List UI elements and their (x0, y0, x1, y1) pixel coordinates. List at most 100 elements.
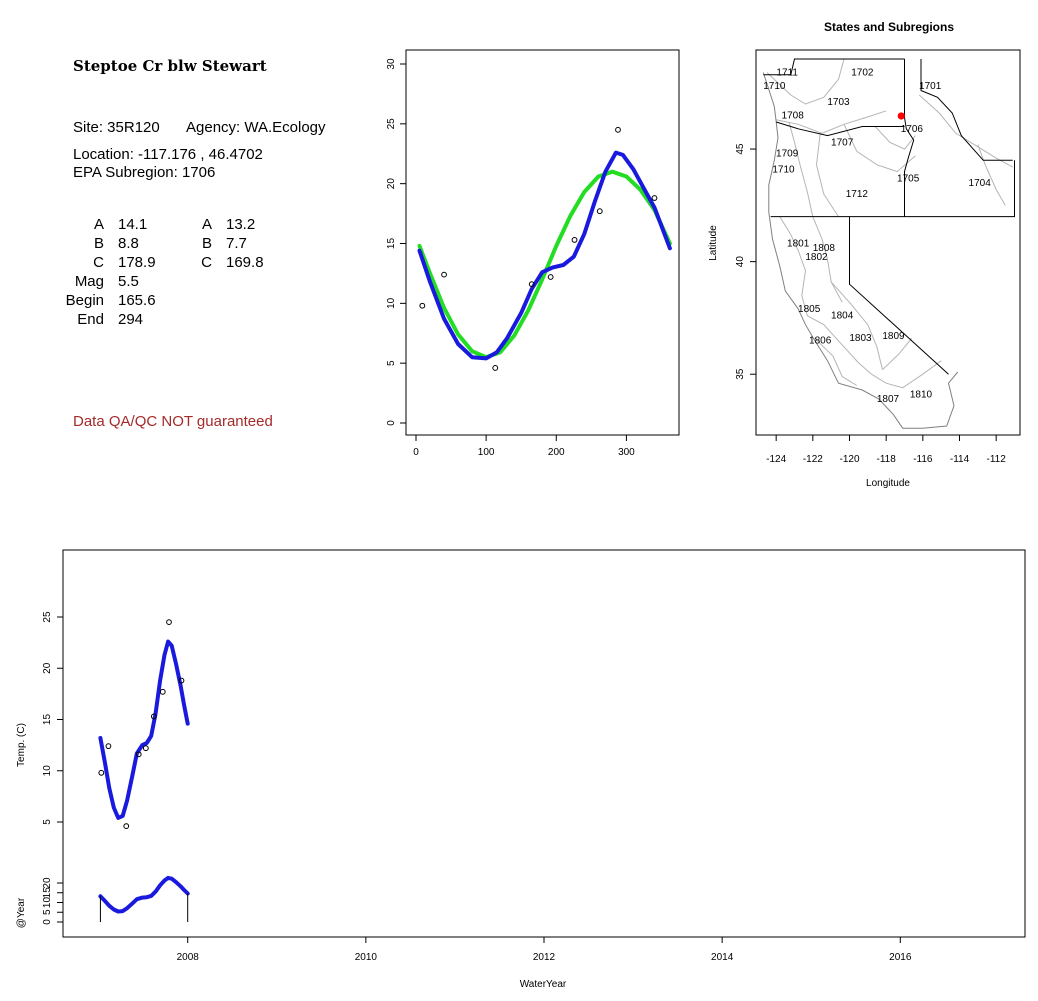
param-left-label: B (93, 235, 104, 252)
param-right-value: 13.2 (226, 216, 256, 233)
subregion-label: 1807 (877, 394, 900, 405)
param-right-label: A (201, 216, 212, 233)
subregion-boundary (766, 58, 845, 105)
ts-y-tick-label: 15 (42, 714, 53, 726)
ts-observation-point (123, 823, 130, 829)
subregion-label: 1703 (827, 97, 850, 108)
coastline (762, 72, 959, 429)
subregion-boundary (843, 124, 916, 173)
subregion-label: 1710 (763, 81, 786, 92)
observation-point (615, 126, 621, 133)
subregion-label: 1806 (809, 335, 832, 346)
param-left-label: End (77, 311, 104, 328)
map-y-tick-label: 35 (735, 368, 746, 380)
subregion-boundary (977, 144, 1006, 206)
subregion-label: 1804 (831, 311, 854, 322)
y-tick-label: 10 (386, 297, 397, 309)
ts-y-tick-label: 10 (42, 765, 53, 777)
param-left-label: Begin (65, 292, 104, 309)
subregion-label: 1802 (805, 252, 828, 263)
subregion-label: 1711 (776, 68, 798, 79)
map-frame (755, 49, 1021, 436)
map-x-tick-label: -112 (987, 454, 1007, 465)
subregion-label: 1809 (882, 331, 905, 342)
ts-observation-point (98, 769, 105, 776)
map-x-axis-label: Longitude (866, 478, 910, 489)
param-left-value: 178.9 (118, 254, 156, 271)
subregion-label: 1702 (851, 68, 874, 79)
site-id: Site: 35R120 (73, 119, 160, 136)
ts-lower-y-tick-label: 0 (42, 919, 53, 925)
subregion-boundary (814, 337, 858, 386)
subregion-label: 1808 (813, 243, 836, 254)
map-x-tick-label: -120 (839, 454, 859, 465)
param-left-value: 8.8 (118, 235, 139, 252)
x-tick-label: 100 (478, 447, 495, 458)
subregion-boundary (874, 126, 916, 150)
param-left-value: 165.6 (118, 292, 156, 309)
x-tick-label: 300 (618, 447, 635, 458)
param-right-value: 7.7 (226, 235, 247, 252)
subregion-label: 1705 (897, 173, 920, 184)
param-left-label: Mag (74, 273, 104, 290)
subregion-label: 1712 (846, 189, 869, 200)
map-x-tick-label: -118 (877, 454, 897, 465)
state-boundary (770, 160, 1015, 218)
ts-observation-point (166, 619, 172, 626)
map-x-tick-label: -116 (913, 454, 933, 465)
subregion-boundary (882, 337, 913, 371)
y-tick-label: 20 (386, 178, 397, 190)
subregion-boundary (830, 281, 883, 370)
y-tick-label: 0 (386, 420, 397, 426)
epa-subregion: EPA Subregion: 1706 (73, 164, 216, 181)
subregion-boundary (918, 94, 1013, 168)
y-tick-label: 30 (386, 58, 397, 70)
subregion-map: -124 -122 -120 -118 -116 -114 -112 35 40 45 1711 17… (735, 58, 1015, 465)
ts-lower-y-tick-label: 20 (42, 877, 53, 889)
blue-fit-line (417, 150, 672, 361)
param-left-value: 5.5 (118, 273, 139, 290)
state-boundary (763, 58, 905, 76)
doy-fit-chart: 0 100 200 300 0 5 10 15 20 25 30 (386, 58, 672, 458)
agency: Agency: WA.Ecology (186, 119, 326, 136)
subregion-boundary (776, 110, 887, 134)
subregion-label: 1805 (798, 304, 821, 315)
param-right-label: C (201, 254, 212, 271)
ts-lower-y-tick-label: 5 (42, 909, 53, 915)
state-boundary (920, 59, 1013, 161)
observation-point (547, 274, 554, 280)
map-y-tick-label: 40 (735, 256, 746, 268)
observation-point (441, 271, 447, 278)
state-boundary (904, 59, 915, 217)
state-boundary (849, 216, 949, 375)
site-title: Steptoe Cr blw Stewart (73, 57, 267, 75)
observation-point (596, 208, 603, 215)
param-left-label: C (93, 254, 104, 271)
param-left-value: 14.1 (118, 216, 148, 233)
ts-observation-point (142, 745, 149, 752)
observation-point (492, 365, 499, 371)
map-y-tick-label: 45 (735, 143, 746, 155)
observation-point (571, 237, 578, 243)
x-tick-label: 200 (548, 447, 565, 458)
ts-x-tick-label: 2012 (533, 952, 556, 963)
y-tick-label: 15 (386, 238, 397, 250)
subregion-boundary (871, 360, 942, 389)
temperature-fit-line (98, 639, 190, 820)
subregion-label: 1803 (849, 333, 872, 344)
ts-observation-point (159, 688, 166, 695)
ts-observation-point (150, 713, 157, 720)
param-right-label: B (201, 235, 212, 252)
subregion-label: 1709 (776, 149, 799, 160)
map-y-axis-label: Latitude (708, 225, 719, 261)
subregion-boundary (788, 121, 814, 217)
param-left-value: 294 (118, 311, 144, 328)
subregion-label: 1701 (919, 81, 942, 92)
ts-observation-point (178, 677, 185, 684)
map-x-tick-label: -124 (766, 454, 786, 465)
ts-observation-point (135, 751, 142, 758)
site-location-marker (897, 112, 905, 120)
subregion-boundary (815, 133, 839, 217)
location: Location: -117.176 , 46.4702 (73, 146, 263, 163)
ts-y-axis-label: Temp. (C) (16, 723, 27, 767)
